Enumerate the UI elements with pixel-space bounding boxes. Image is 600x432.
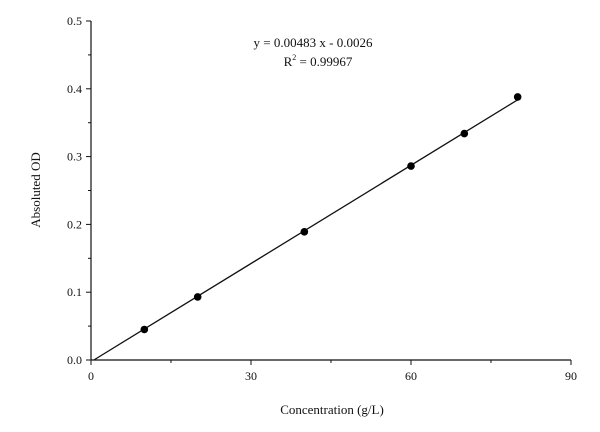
axes <box>90 21 571 361</box>
data-point <box>193 293 202 301</box>
y-tick-label: 0.5 <box>67 14 82 28</box>
x-tick-label: 90 <box>565 369 577 383</box>
r2-superscript: 2 <box>292 53 296 62</box>
y-tick-label: 0.4 <box>67 82 82 96</box>
x-tick-label: 0 <box>88 369 94 383</box>
x-tick-label: 60 <box>405 369 417 383</box>
data-point <box>407 162 415 170</box>
r-squared-annotation: R2 = 0.99967 <box>284 53 353 69</box>
y-tick-label: 0.0 <box>67 353 82 367</box>
data-point <box>140 325 149 334</box>
x-axis-label: Concentration (g/L) <box>280 402 384 417</box>
y-ticks: 0.0 0.1 0.2 0.3 0.4 0.5 <box>67 14 91 367</box>
y-tick-label: 0.2 <box>67 217 82 231</box>
r2-prefix: R <box>284 54 293 69</box>
data-point <box>300 228 309 236</box>
data-points <box>140 93 522 334</box>
data-point <box>513 93 522 101</box>
fit-equation-annotation: y = 0.00483 x - 0.0026 <box>254 35 373 50</box>
y-axis-label: Absoluted OD <box>28 152 43 227</box>
x-ticks: 0 30 60 90 <box>88 360 577 383</box>
y-tick-label: 0.3 <box>67 150 82 164</box>
data-point <box>460 129 469 138</box>
x-tick-label: 30 <box>245 369 257 383</box>
r2-value: = 0.99967 <box>296 54 353 69</box>
y-tick-label: 0.1 <box>67 285 82 299</box>
